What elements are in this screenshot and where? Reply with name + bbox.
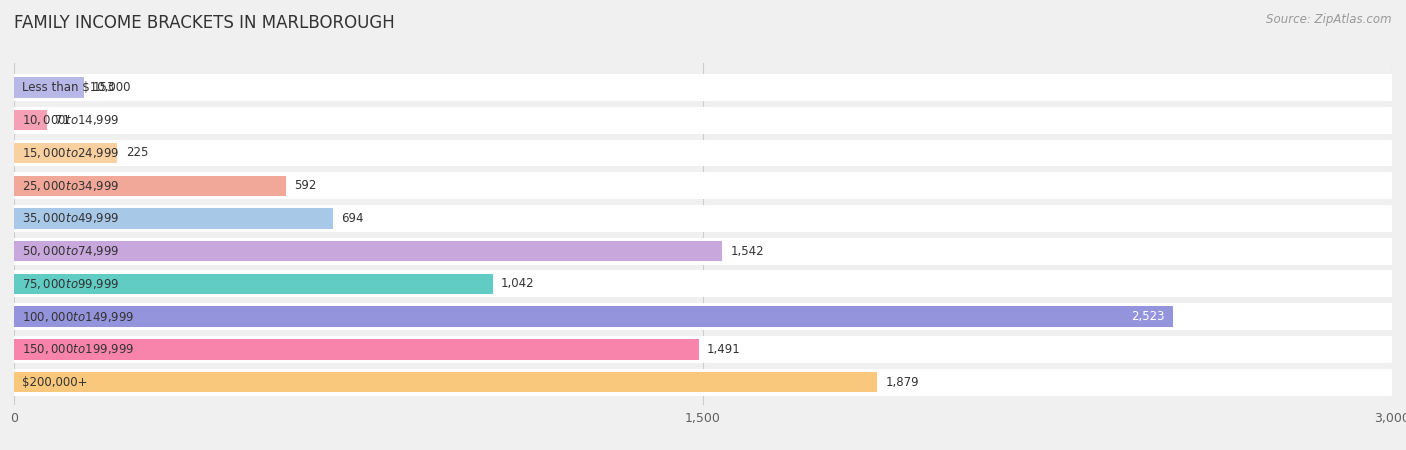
Text: 225: 225 [125,147,148,159]
Bar [14,339,699,360]
Bar [14,143,118,163]
Text: $75,000 to $99,999: $75,000 to $99,999 [22,277,120,291]
Bar [14,270,1392,297]
Bar [14,176,285,196]
Text: 694: 694 [342,212,364,225]
Text: 1,542: 1,542 [731,245,765,258]
Bar [14,306,1173,327]
Text: 1,491: 1,491 [707,343,741,356]
Bar [14,208,333,229]
Text: $10,000 to $14,999: $10,000 to $14,999 [22,113,120,127]
Bar [14,107,1392,134]
Text: 1,879: 1,879 [886,376,920,389]
Bar [14,238,1392,265]
Text: 1,042: 1,042 [501,277,534,290]
Text: $25,000 to $34,999: $25,000 to $34,999 [22,179,120,193]
Text: 71: 71 [55,114,70,127]
Bar [14,336,1392,363]
Bar [14,140,1392,166]
Bar [14,74,1392,101]
Bar [14,205,1392,232]
Bar [14,172,1392,199]
Text: Less than $10,000: Less than $10,000 [22,81,131,94]
Bar [14,110,46,130]
Text: $15,000 to $24,999: $15,000 to $24,999 [22,146,120,160]
Text: 153: 153 [93,81,115,94]
Text: 2,523: 2,523 [1130,310,1164,323]
Text: $200,000+: $200,000+ [22,376,87,389]
Bar [14,372,877,392]
Bar [14,369,1392,396]
Bar [14,241,723,261]
Text: Source: ZipAtlas.com: Source: ZipAtlas.com [1267,14,1392,27]
Bar [14,303,1392,330]
Text: 592: 592 [294,179,316,192]
Bar [14,77,84,98]
Text: $35,000 to $49,999: $35,000 to $49,999 [22,212,120,225]
Bar [14,274,492,294]
Text: $50,000 to $74,999: $50,000 to $74,999 [22,244,120,258]
Text: FAMILY INCOME BRACKETS IN MARLBOROUGH: FAMILY INCOME BRACKETS IN MARLBOROUGH [14,14,395,32]
Text: $100,000 to $149,999: $100,000 to $149,999 [22,310,135,324]
Text: $150,000 to $199,999: $150,000 to $199,999 [22,342,135,356]
